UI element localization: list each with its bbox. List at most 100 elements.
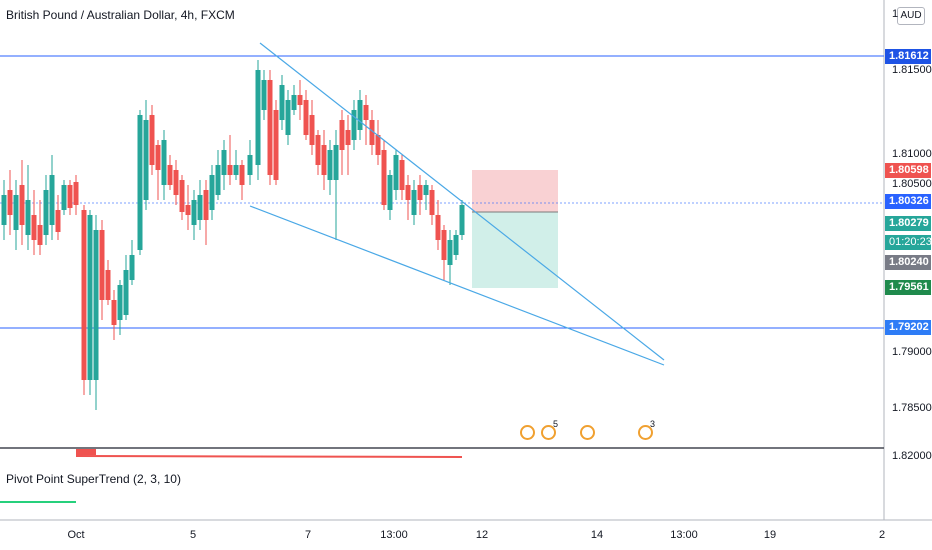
candle-body — [149, 115, 155, 165]
candle-body — [129, 255, 135, 280]
candle-body — [447, 240, 453, 265]
candle-body — [161, 140, 167, 185]
candle-body — [369, 120, 375, 145]
candle-body — [93, 230, 99, 380]
candle-body — [99, 230, 105, 300]
price-tick: 1.80500 — [892, 178, 932, 190]
price-tick: 1.82000 — [892, 450, 932, 462]
take-profit-zone — [472, 212, 558, 288]
supertrend-red-block — [76, 449, 96, 455]
time-tick: 2 — [878, 529, 886, 541]
candle-body — [247, 155, 253, 175]
candle-body — [73, 182, 79, 205]
candle-body — [357, 100, 363, 130]
candle-body — [285, 100, 291, 135]
candle-body — [375, 135, 381, 155]
time-tick: Oct — [67, 529, 85, 541]
symbol-title: British Pound / Australian Dollar, 4h, F… — [6, 8, 235, 22]
candle-body — [315, 135, 321, 165]
candle-body — [233, 165, 239, 175]
price-tick-top: 1 — [892, 8, 899, 20]
candle-body — [363, 105, 369, 120]
candle-body — [111, 300, 117, 325]
candle-body — [117, 285, 123, 320]
support-price-tag: 1.79202 — [885, 320, 931, 335]
time-tick: 19 — [763, 529, 777, 541]
candle-body — [221, 150, 227, 175]
candle-body — [321, 145, 327, 175]
time-tick: 14 — [590, 529, 604, 541]
candle-body — [459, 205, 465, 235]
currency-button[interactable]: AUD — [897, 7, 925, 25]
time-tick: 13:00 — [380, 529, 408, 541]
current-price-tag: 1.80326 — [885, 194, 931, 209]
target-price-tag: 1.79561 — [885, 280, 931, 295]
price-tick: 1.81500 — [892, 64, 932, 76]
candle-body — [239, 165, 245, 185]
price-tick: 1.78500 — [892, 402, 932, 414]
candle-body — [429, 190, 435, 215]
event-count: 3 — [650, 419, 656, 429]
candle-body — [423, 185, 429, 195]
candle-body — [339, 120, 345, 150]
resistance-price-tag: 1.81612 — [885, 49, 931, 64]
candle-body — [105, 270, 111, 300]
candle-body — [291, 95, 297, 110]
candle-body — [303, 100, 309, 135]
candle-body — [123, 270, 129, 315]
candle-body — [441, 230, 447, 260]
candle-body — [173, 170, 179, 195]
candle-body — [297, 95, 303, 105]
uk-flag-icon[interactable] — [541, 425, 556, 440]
candle-body — [81, 210, 87, 380]
candle-body — [185, 205, 191, 215]
candle-body — [417, 185, 423, 200]
candle-body — [333, 145, 339, 180]
candle-body — [87, 215, 93, 380]
candle-body — [25, 200, 31, 235]
candle-body — [19, 185, 25, 225]
candle-body — [43, 190, 49, 235]
candles — [1, 60, 465, 410]
price-tick: 1.79000 — [892, 346, 932, 358]
upper-trend-line — [259, 42, 665, 361]
au-flag-icon[interactable] — [638, 425, 653, 440]
candle-body — [203, 190, 209, 220]
candle-body — [387, 175, 393, 210]
candle-body — [345, 130, 351, 145]
time-tick: 13:00 — [670, 529, 698, 541]
event-count: 5 — [553, 419, 559, 429]
candle-body — [209, 175, 215, 210]
stop-price-tag: 1.80598 — [885, 163, 931, 178]
au-flag-icon[interactable] — [580, 425, 595, 440]
candle-body — [435, 215, 441, 240]
candle-body — [327, 150, 333, 180]
time-tick: 7 — [304, 529, 312, 541]
candle-body — [399, 160, 405, 190]
candle-body — [55, 210, 61, 232]
uk-flag-icon[interactable] — [520, 425, 535, 440]
time-tick: 12 — [475, 529, 489, 541]
supertrend-red-line — [75, 455, 463, 458]
candle-body — [267, 80, 273, 175]
candle-body — [37, 225, 43, 245]
entry-price-tag: 1.80279 — [885, 216, 931, 231]
candle-body — [255, 70, 261, 165]
time-tick: 5 — [189, 529, 197, 541]
stop-loss-zone — [472, 170, 558, 212]
candle-body — [197, 195, 203, 220]
candle-body — [215, 165, 221, 195]
candle-body — [61, 185, 67, 210]
candle-body — [279, 85, 285, 120]
candle-body — [405, 185, 411, 200]
candle-body — [261, 80, 267, 110]
candle-body — [67, 185, 73, 208]
candle-body — [179, 180, 185, 212]
candle-body — [49, 175, 55, 225]
candle-body — [309, 115, 315, 145]
candle-body — [31, 215, 37, 240]
indicator-title: Pivot Point SuperTrend (2, 3, 10) — [6, 472, 181, 486]
candle-body — [453, 235, 459, 255]
candle-body — [13, 195, 19, 230]
